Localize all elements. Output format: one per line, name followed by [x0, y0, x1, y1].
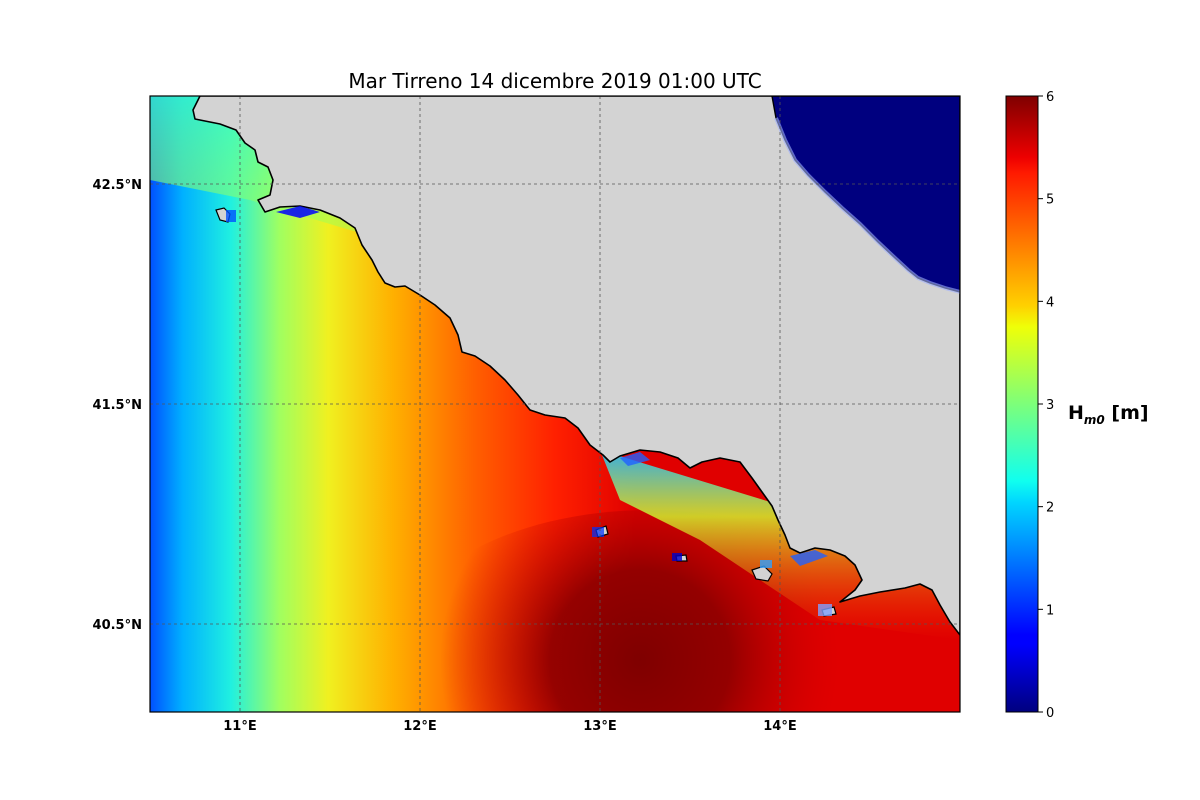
lon-label-13: 13°E — [583, 719, 616, 734]
grid — [150, 96, 960, 712]
colorbar-tick-label: 5 — [1046, 193, 1054, 208]
lat-label-41-5: 41.5°N — [93, 398, 142, 413]
lon-label-12: 12°E — [403, 719, 436, 734]
lon-label-11: 11°E — [223, 719, 256, 734]
colorbar-tick-label: 6 — [1046, 90, 1054, 105]
colorbar-tick-label: 3 — [1046, 398, 1054, 413]
land-mainland — [192, 96, 960, 636]
colorbar-ticks: 0 1 2 3 4 5 6 — [1038, 90, 1054, 721]
colorbar-tick-label: 1 — [1046, 603, 1054, 618]
colorbar-label: Hm0 [m] — [1068, 402, 1149, 427]
colorbar-tick-label: 4 — [1046, 295, 1054, 310]
lat-label-40-5: 40.5°N — [93, 618, 142, 633]
lon-label-14: 14°E — [763, 719, 796, 734]
map-title: Mar Tirreno 14 dicembre 2019 01:00 UTC — [348, 69, 762, 93]
colorbar-tick-label: 0 — [1046, 706, 1054, 721]
lat-label-42-5: 42.5°N — [93, 178, 142, 193]
map-frame — [149, 95, 961, 713]
wave-field — [150, 96, 960, 712]
colorbar — [1005, 95, 1039, 713]
colorbar-tick-label: 2 — [1046, 501, 1054, 516]
